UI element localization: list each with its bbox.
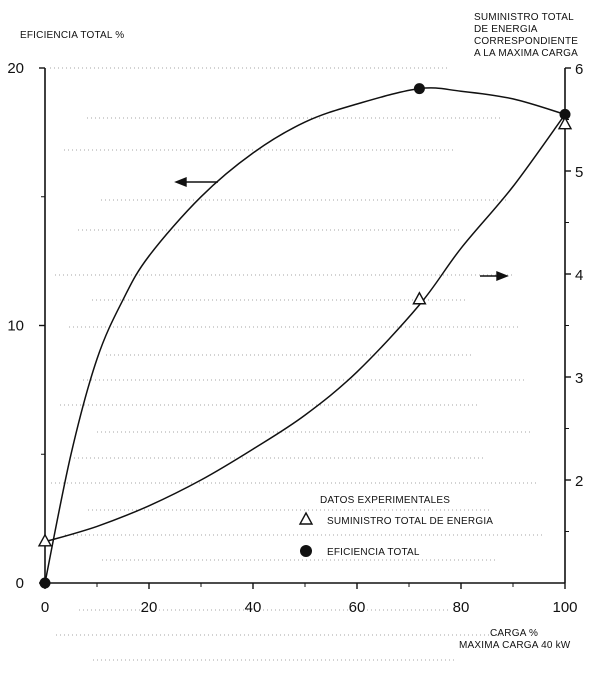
left-axis-title: EFICIENCIA TOTAL % [20,30,124,41]
right-tick-label: 2 [575,473,583,490]
eficiencia-total-point [413,83,425,95]
x-tick-label: 0 [41,599,49,616]
left-tick-label: 20 [7,60,24,77]
x-tick-label: 60 [349,599,366,616]
eficiencia-total-curve [44,87,566,584]
x-tick-label: 40 [245,599,262,616]
x-tick-label: 20 [141,599,158,616]
suministro-energia-curve [44,113,566,543]
legend-label: EFICIENCIA TOTAL [327,547,420,558]
x-ticks: 0 20 40 60 80 100 [41,583,578,616]
series-layer [37,83,573,589]
suministro-energia-point [557,116,573,130]
right-tick-label: 3 [575,370,583,387]
legend-triangle-marker [298,511,314,525]
right-axis-title: SUMINISTRO TOTAL DE ENERGIA CORRESPONDIE… [474,12,578,59]
background-scan-lines [50,67,545,661]
right-tick-label: 5 [575,164,583,181]
right-ticks: 2 3 4 5 6 [565,61,583,532]
x-axis-title-line: MAXIMA CARGA 40 kW [459,640,571,651]
x-axis-title-line: CARGA % [490,628,538,639]
eficiencia-total-point [39,577,51,589]
arrow-left-icon [174,176,218,188]
arrow-right-icon [480,270,509,282]
axes [44,68,566,584]
right-axis-title-line: CORRESPONDIENTE [474,36,578,47]
right-tick-label: 4 [575,267,583,284]
right-axis-title-line: DE ENERGIA [474,24,538,35]
right-axis-title-line: SUMINISTRO TOTAL [474,12,574,23]
suministro-energia-point [412,291,427,305]
suministro-energia-point [37,533,53,547]
right-axis-title-line: A LA MAXIMA CARGA [474,48,578,59]
legend-circle-marker [300,545,312,557]
legend-label: SUMINISTRO TOTAL DE ENERGIA [327,516,493,527]
left-tick-label: 10 [7,318,24,335]
left-ticks: 0 10 20 [7,60,45,592]
legend: DATOS EXPERIMENTALES SUMINISTRO TOTAL DE… [298,495,493,558]
x-tick-label: 100 [552,599,577,616]
right-tick-label: 6 [575,61,583,78]
x-tick-label: 80 [453,599,470,616]
direction-arrows [174,176,509,282]
left-tick-label: 0 [16,575,24,592]
legend-title: DATOS EXPERIMENTALES [320,495,450,506]
